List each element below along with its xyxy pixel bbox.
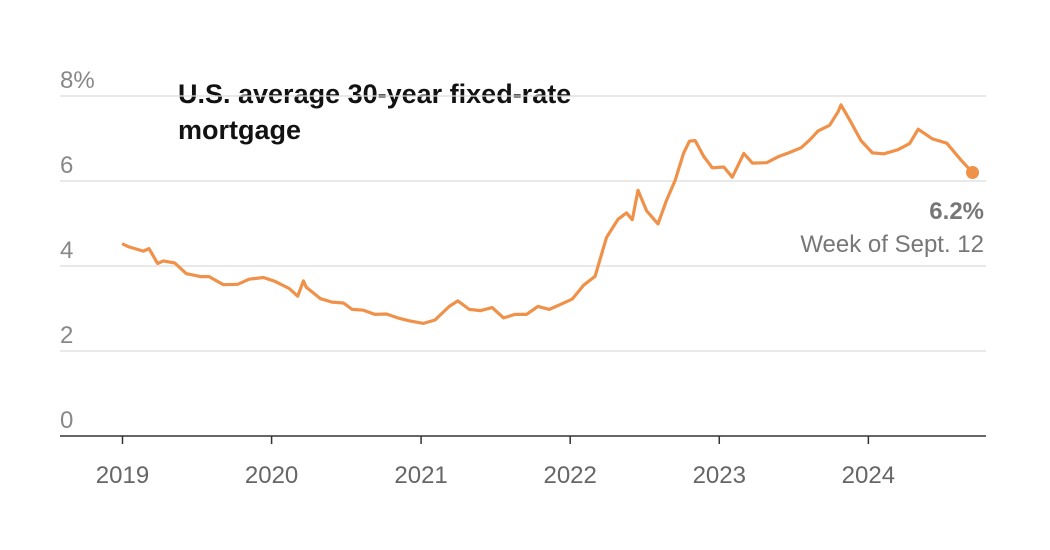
x-axis: 2019 2020 2021 2022 2023 2024 <box>60 435 986 489</box>
latest-value-dot <box>966 166 980 179</box>
x-tick-label: 2021 <box>394 462 447 489</box>
y-tick-label: 0 <box>60 407 73 434</box>
y-tick-label: 4 <box>60 237 73 264</box>
x-tick-label: 2022 <box>543 462 596 489</box>
latest-week-label: Week of Sept. 12 <box>800 231 984 258</box>
gridlines <box>60 95 986 352</box>
mortgage-rate-line <box>121 103 975 325</box>
y-tick-label: 2 <box>60 322 73 349</box>
x-tick-label: 2024 <box>842 462 895 489</box>
x-tick-label: 2020 <box>245 462 298 489</box>
x-tick-label: 2019 <box>96 462 149 489</box>
x-tick-label: 2023 <box>693 462 746 489</box>
chart-title: U.S. average 30-year fixed-rate mortgage <box>178 79 572 145</box>
y-axis-tick-labels: 0 2 4 6 8% <box>60 67 95 434</box>
latest-value-label: 6.2% <box>929 198 984 225</box>
y-tick-label: 6 <box>60 152 73 179</box>
y-tick-label: 8% <box>60 67 95 94</box>
